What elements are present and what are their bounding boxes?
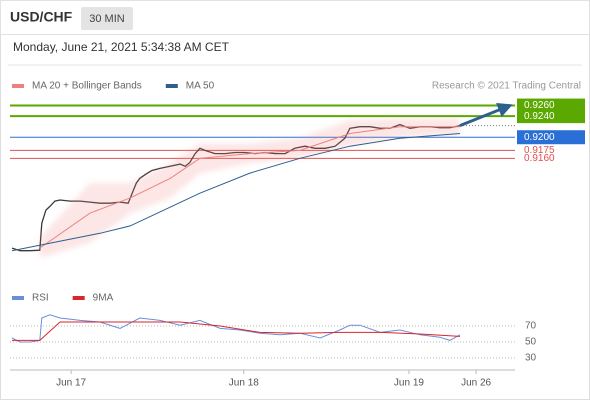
- level-label: 0.9175: [524, 145, 555, 156]
- x-tick-label: Jun 26: [461, 378, 491, 389]
- series-line: [39, 126, 460, 249]
- source: Research © 2021 Trading Central: [432, 81, 581, 92]
- legend-label: 9MA: [93, 293, 114, 304]
- series-line: [11, 314, 461, 343]
- level-label: 0.9240: [524, 111, 555, 122]
- timestamp: Monday, June 21, 2021 5:34:38 AM CET: [13, 40, 230, 54]
- level-label: 0.9160: [524, 153, 555, 164]
- x-tick-label: Jun 18: [229, 378, 259, 389]
- legend-swatch: [12, 296, 24, 300]
- legend-label: MA 50: [186, 81, 215, 92]
- legend-label: MA 20 + Bollinger Bands: [32, 81, 142, 92]
- interval-button[interactable]: [81, 7, 133, 30]
- level-box: [517, 109, 585, 124]
- forecast-arrow: [459, 103, 513, 128]
- x-tick-label: Jun 19: [394, 378, 424, 389]
- level-box: [517, 130, 585, 145]
- y-tick-label: 50: [525, 337, 537, 348]
- legend-swatch: [165, 84, 178, 88]
- bollinger-band: [39, 118, 461, 259]
- series-line: [12, 321, 461, 341]
- level-label: 0.9200: [524, 132, 555, 143]
- level-box: [517, 98, 585, 113]
- legend-swatch: [72, 296, 85, 300]
- y-tick-label: 30: [525, 353, 537, 364]
- x-tick-label: Jun 17: [56, 378, 86, 389]
- interval[interactable]: 30 MIN: [89, 13, 125, 25]
- legend-label: RSI: [32, 293, 49, 304]
- series-line: [11, 133, 461, 252]
- legend-swatch: [12, 84, 24, 88]
- y-tick-label: 70: [525, 321, 537, 332]
- symbol: USD/CHF: [10, 9, 73, 25]
- level-label: 0.9260: [524, 100, 555, 111]
